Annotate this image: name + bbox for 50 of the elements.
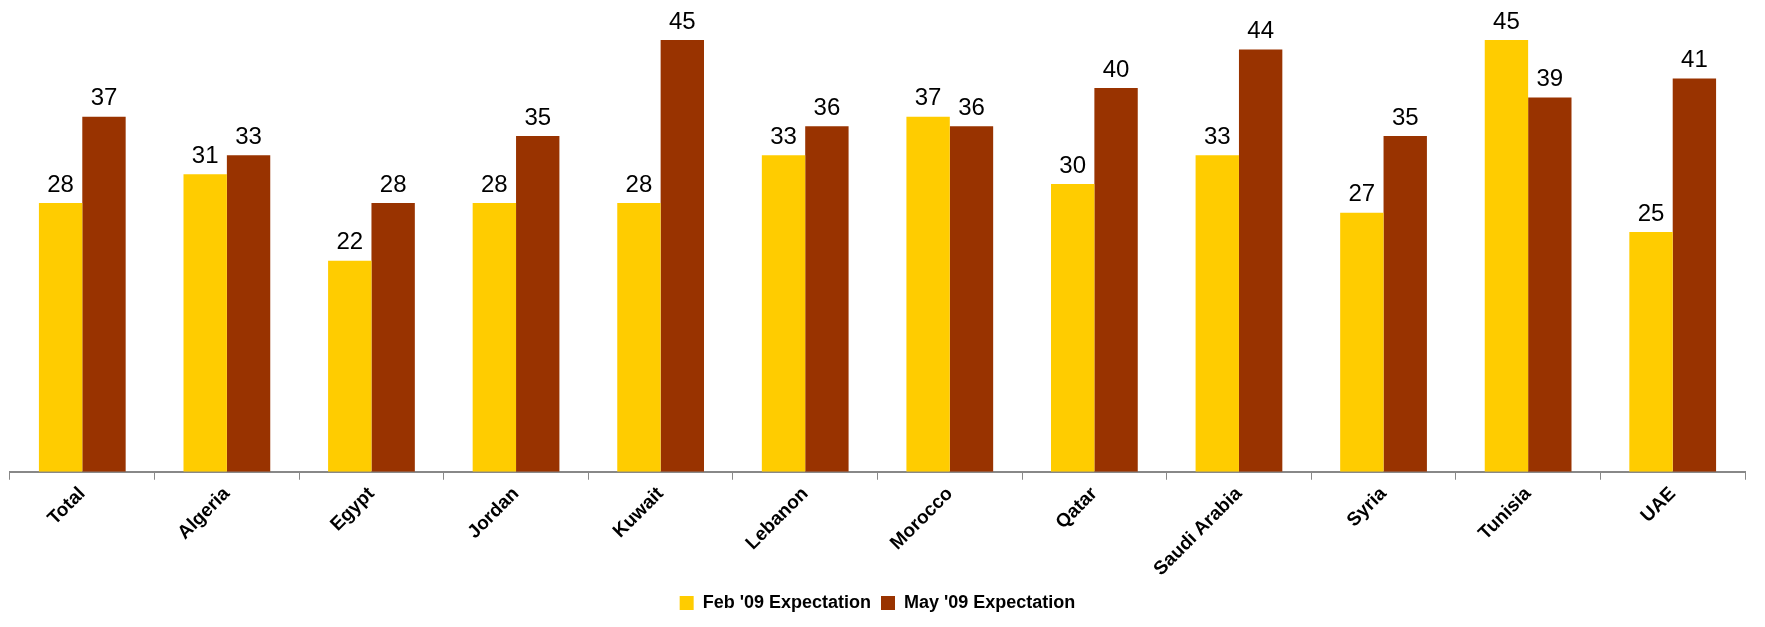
data-label: 28 — [47, 169, 74, 197]
bar — [949, 126, 994, 472]
bar — [183, 174, 227, 472]
bar — [1528, 97, 1572, 472]
data-label: 33 — [1203, 121, 1231, 149]
data-label: 31 — [191, 140, 219, 168]
data-label: 33 — [770, 121, 797, 149]
data-label: 35 — [1391, 102, 1419, 130]
data-label: 45 — [1493, 6, 1520, 34]
data-label: 41 — [1681, 45, 1708, 72]
data-label: 33 — [235, 121, 262, 149]
data-label: 44 — [1247, 16, 1274, 44]
bar — [660, 40, 704, 472]
bar — [226, 155, 271, 472]
bar — [1238, 49, 1283, 472]
data-label: 37 — [90, 83, 118, 111]
bar — [516, 135, 560, 472]
bar — [1672, 78, 1717, 472]
data-label: 28 — [625, 169, 653, 197]
legend-label: Feb '09 Expectation — [702, 591, 871, 612]
data-label: 27 — [1348, 179, 1376, 207]
bar — [1195, 155, 1239, 472]
bar — [82, 116, 126, 472]
bar — [761, 155, 806, 472]
bar — [906, 116, 950, 472]
bar — [1383, 135, 1427, 472]
legend-label: May '09 Expectation — [903, 591, 1076, 612]
data-label: 25 — [1637, 198, 1665, 226]
bar — [805, 126, 849, 472]
bar — [472, 203, 517, 472]
data-label: 35 — [524, 102, 552, 130]
bar — [328, 260, 372, 472]
data-label: 45 — [668, 6, 696, 34]
data-label: 28 — [481, 169, 508, 197]
bar — [1051, 183, 1095, 472]
bar — [1484, 40, 1529, 472]
data-label: 37 — [914, 83, 942, 111]
data-label: 28 — [379, 169, 407, 197]
bar — [617, 203, 661, 472]
bar — [38, 203, 83, 472]
data-label: 36 — [813, 92, 841, 120]
data-label: 36 — [958, 92, 985, 120]
data-label: 39 — [1536, 64, 1564, 92]
data-label: 40 — [1102, 54, 1130, 82]
bar — [1629, 231, 1673, 472]
bar — [1094, 87, 1138, 472]
bar — [371, 203, 415, 472]
bar — [1340, 212, 1384, 472]
data-label: 22 — [336, 227, 364, 255]
data-label: 30 — [1059, 150, 1087, 178]
